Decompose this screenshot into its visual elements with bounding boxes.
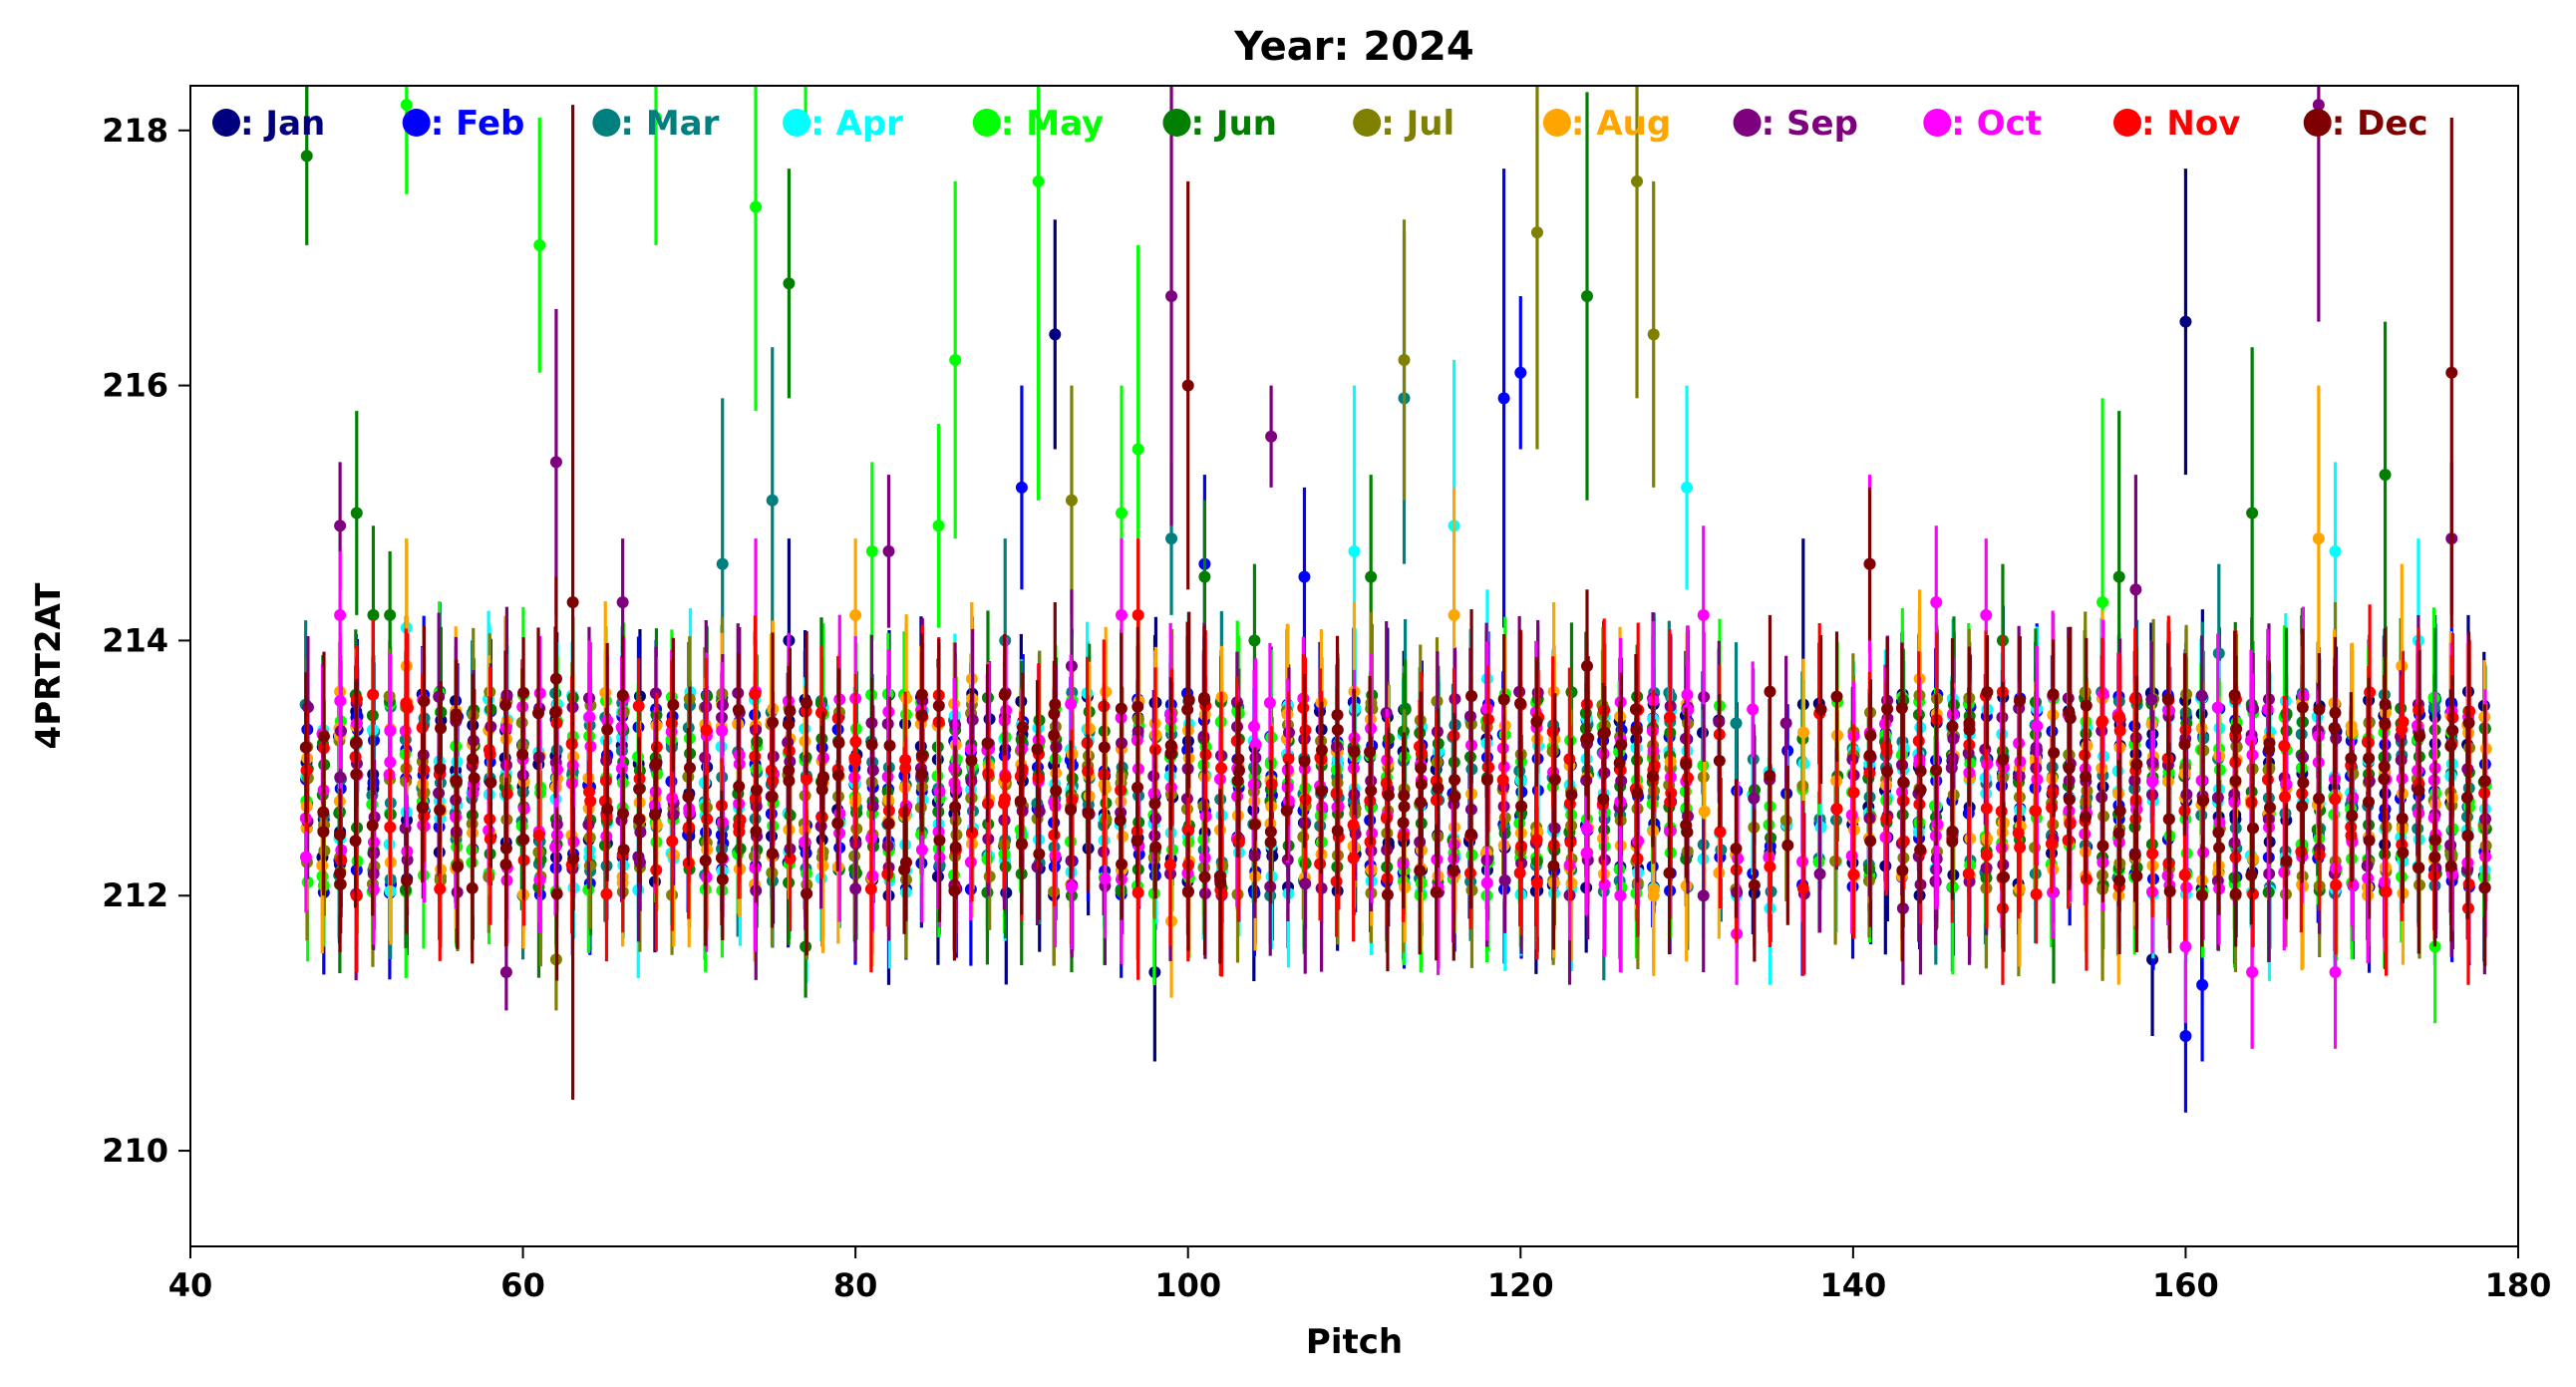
data-point bbox=[1565, 686, 1578, 699]
data-point bbox=[849, 882, 862, 895]
data-layer bbox=[299, 86, 2492, 1113]
data-point bbox=[384, 724, 397, 737]
data-point bbox=[949, 354, 962, 367]
data-point bbox=[1631, 174, 1644, 187]
data-point bbox=[1100, 685, 1113, 698]
data-point bbox=[1581, 290, 1593, 303]
data-point bbox=[716, 724, 729, 737]
data-point bbox=[533, 687, 546, 700]
data-point bbox=[1698, 805, 1711, 818]
data-point bbox=[1299, 877, 1312, 890]
data-point bbox=[2179, 315, 2192, 328]
data-point bbox=[1116, 507, 1127, 520]
data-point bbox=[2112, 570, 2125, 583]
data-point bbox=[533, 238, 546, 251]
data-point bbox=[2129, 583, 2142, 596]
data-point bbox=[932, 520, 945, 532]
data-point bbox=[865, 544, 878, 557]
data-point bbox=[299, 851, 312, 864]
data-point bbox=[1015, 481, 1028, 494]
data-point bbox=[1131, 443, 1144, 456]
data-point bbox=[367, 608, 380, 621]
data-point bbox=[1298, 570, 1311, 583]
data-point bbox=[849, 608, 862, 621]
data-point bbox=[2096, 596, 2109, 609]
data-point bbox=[1779, 717, 1792, 730]
data-point bbox=[300, 150, 313, 163]
data-point bbox=[1265, 430, 1278, 443]
data-point bbox=[1198, 570, 1211, 583]
data-point bbox=[750, 200, 763, 213]
data-point bbox=[1365, 570, 1378, 583]
data-point bbox=[1748, 792, 1761, 805]
data-point bbox=[2145, 693, 2158, 706]
data-point bbox=[384, 608, 397, 621]
data-point bbox=[2329, 544, 2342, 557]
data-point bbox=[1813, 867, 1826, 880]
data-point bbox=[599, 686, 612, 699]
data-point bbox=[766, 494, 779, 507]
data-point bbox=[350, 507, 363, 520]
data-point bbox=[499, 965, 512, 978]
data-point bbox=[334, 694, 347, 707]
data-point bbox=[1032, 174, 1045, 187]
data-point bbox=[1730, 717, 1743, 730]
data-point bbox=[2312, 99, 2325, 112]
data-point bbox=[1248, 634, 1261, 647]
data-point bbox=[2312, 532, 2325, 545]
data-point bbox=[799, 836, 811, 849]
data-point bbox=[1049, 328, 1062, 341]
data-point bbox=[2428, 940, 2441, 953]
data-point bbox=[716, 557, 729, 570]
data-point bbox=[1497, 392, 1510, 405]
data-point bbox=[1514, 366, 1527, 379]
data-point bbox=[549, 456, 562, 469]
data-point bbox=[400, 99, 413, 112]
data-point bbox=[2195, 689, 2208, 702]
data-point bbox=[1681, 481, 1694, 494]
data-point bbox=[1165, 532, 1178, 545]
data-point bbox=[616, 596, 629, 609]
data-point bbox=[783, 277, 796, 290]
data-point bbox=[334, 520, 347, 532]
data-point bbox=[1448, 608, 1460, 621]
data-point bbox=[1398, 354, 1411, 367]
data-point bbox=[1165, 290, 1178, 303]
data-point bbox=[1348, 544, 1361, 557]
data-point bbox=[1647, 889, 1660, 902]
data-point bbox=[2179, 1029, 2192, 1042]
data-point bbox=[1697, 889, 1710, 902]
data-point bbox=[2246, 507, 2259, 520]
data-point bbox=[650, 111, 662, 124]
data-point bbox=[2196, 978, 2209, 991]
data-point bbox=[882, 544, 895, 557]
data-point bbox=[2379, 469, 2392, 482]
data-point bbox=[1647, 328, 1660, 341]
data-point bbox=[1530, 226, 1543, 239]
data-point bbox=[1065, 494, 1078, 507]
data-point bbox=[1797, 726, 1810, 739]
